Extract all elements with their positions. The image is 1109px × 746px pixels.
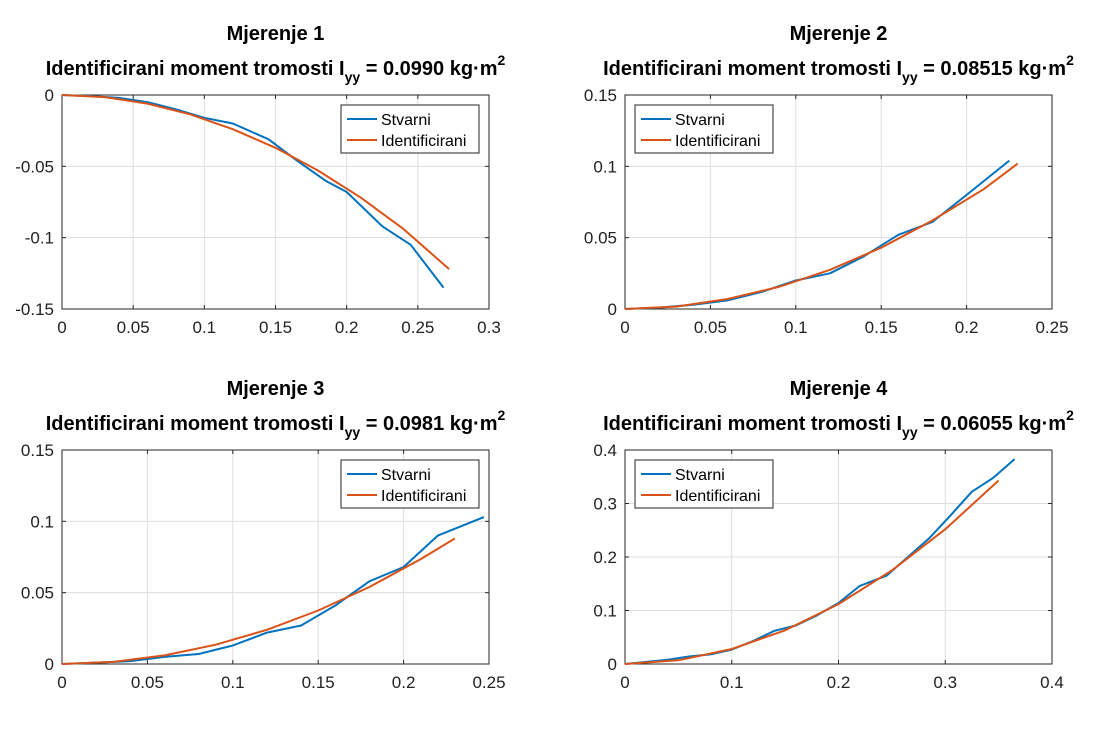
y-tick-label: 0 (45, 86, 54, 105)
y-tick-label: 0.05 (21, 584, 54, 603)
subtitle-prefix: Identificirani moment tromosti I (46, 413, 345, 435)
y-tick-label: 0.05 (584, 229, 617, 248)
legend-box (340, 104, 480, 154)
legend-label: Stvarni (675, 467, 725, 484)
y-tick-label: 0 (45, 655, 54, 674)
y-tick-label: -0.1 (25, 229, 54, 248)
chart-title: Mjerenje 4 (790, 378, 889, 400)
chart-title: Mjerenje 2 (790, 23, 888, 45)
y-tick-label: 0.15 (584, 86, 617, 105)
legend: Stvarni Identificirani (340, 459, 480, 509)
subtitle-value: = 0.08515 kg·m (918, 58, 1066, 80)
legend-label: Stvarni (381, 112, 431, 129)
x-tick-label: 0.3 (477, 318, 501, 337)
x-tick-label: 0.1 (720, 673, 744, 692)
subtitle-subscript: yy (902, 424, 918, 440)
x-tick-label: 0.1 (221, 673, 245, 692)
legend-label: Stvarni (675, 112, 725, 129)
y-tick-label: 0.4 (593, 441, 617, 460)
x-tick-label: 0.3 (933, 673, 957, 692)
y-tick-label: 0.1 (593, 157, 617, 176)
x-tick-label: 0.1 (784, 318, 808, 337)
subtitle-prefix: Identificirani moment tromosti I (603, 58, 902, 80)
chart-title: Mjerenje 1 (227, 23, 325, 45)
x-tick-label: 0.1 (193, 318, 217, 337)
series-line-stvarni (61, 516, 485, 665)
subtitle-prefix: Identificirani moment tromosti I (46, 58, 345, 80)
series-line-stvarni (61, 94, 445, 289)
subtitle-prefix: Identificirani moment tromosti I (603, 413, 902, 435)
subtitle-superscript: 2 (498, 52, 506, 68)
y-tick-label: 0.1 (593, 602, 617, 621)
legend-box (634, 104, 774, 154)
legend: Stvarni Identificirani (634, 459, 774, 509)
axes-box (624, 94, 1053, 310)
x-tick-label: 0.15 (259, 318, 292, 337)
x-tick-label: 0 (620, 673, 629, 692)
x-tick-label: 0 (57, 318, 66, 337)
chart-subtitle: Identificirani moment tromosti Iyy = 0.0… (603, 52, 1074, 85)
x-tick-label: 0.4 (1040, 673, 1064, 692)
legend: Stvarni Identificirani (340, 104, 480, 154)
axes-box (61, 449, 490, 665)
y-tick-label: 0.1 (30, 512, 54, 531)
series-line-identificirani (624, 162, 1019, 310)
x-tick-label: 0.05 (131, 673, 164, 692)
x-tick-label: 0.15 (865, 318, 898, 337)
y-tick-label: 0 (608, 300, 617, 319)
chart-subtitle: Identificirani moment tromosti Iyy = 0.0… (46, 52, 506, 85)
subtitle-value: = 0.0981 kg·m (360, 413, 497, 435)
legend-label: Identificirani (381, 133, 466, 150)
subtitle-subscript: yy (902, 69, 918, 85)
legend-box (634, 459, 774, 509)
subplot-4: Mjerenje 4 Identificirani moment tromosti… (593, 378, 1074, 692)
subtitle-subscript: yy (345, 424, 361, 440)
legend-label: Identificirani (381, 488, 466, 505)
y-tick-label: 0.15 (21, 441, 54, 460)
x-tick-label: 0 (57, 673, 66, 692)
subtitle-superscript: 2 (1066, 52, 1074, 68)
series-line-identificirani (61, 94, 450, 270)
x-tick-label: 0.25 (401, 318, 434, 337)
subtitle-value: = 0.0990 kg·m (360, 58, 497, 80)
x-tick-label: 0.25 (472, 673, 505, 692)
legend-box (340, 459, 480, 509)
y-tick-label: 0.3 (593, 495, 617, 514)
x-tick-label: 0.25 (1035, 318, 1068, 337)
legend-label: Identificirani (675, 133, 760, 150)
y-tick-label: 0.2 (593, 548, 617, 567)
subplot-3: Mjerenje 3 Identificirani moment tromosti… (21, 378, 506, 692)
subtitle-superscript: 2 (1066, 407, 1074, 423)
subtitle-subscript: yy (345, 69, 361, 85)
subtitle-superscript: 2 (498, 407, 506, 423)
series-line-identificirani (624, 479, 1000, 665)
subplot-2: Mjerenje 2 Identificirani moment tromosti… (584, 23, 1074, 337)
x-tick-label: 0.05 (117, 318, 150, 337)
legend-label: Stvarni (381, 467, 431, 484)
y-tick-label: -0.05 (15, 157, 54, 176)
y-tick-label: -0.15 (15, 300, 54, 319)
chart-title: Mjerenje 3 (227, 378, 325, 400)
x-tick-label: 0.2 (392, 673, 416, 692)
x-tick-label: 0.15 (302, 673, 335, 692)
series-line-stvarni (624, 159, 1010, 310)
series-line-identificirani (61, 537, 456, 665)
x-tick-label: 0.2 (335, 318, 359, 337)
x-tick-label: 0.2 (827, 673, 851, 692)
chart-subtitle: Identificirani moment tromosti Iyy = 0.0… (46, 407, 506, 440)
subtitle-value: = 0.06055 kg·m (918, 413, 1066, 435)
chart-subtitle: Identificirani moment tromosti Iyy = 0.0… (603, 407, 1074, 440)
y-tick-label: 0 (608, 655, 617, 674)
x-tick-label: 0.2 (955, 318, 979, 337)
x-tick-label: 0.05 (694, 318, 727, 337)
legend-label: Identificirani (675, 488, 760, 505)
legend: Stvarni Identificirani (634, 104, 774, 154)
subplot-1: Mjerenje 1 Identificirani moment tromosti… (15, 23, 505, 337)
x-tick-label: 0 (620, 318, 629, 337)
